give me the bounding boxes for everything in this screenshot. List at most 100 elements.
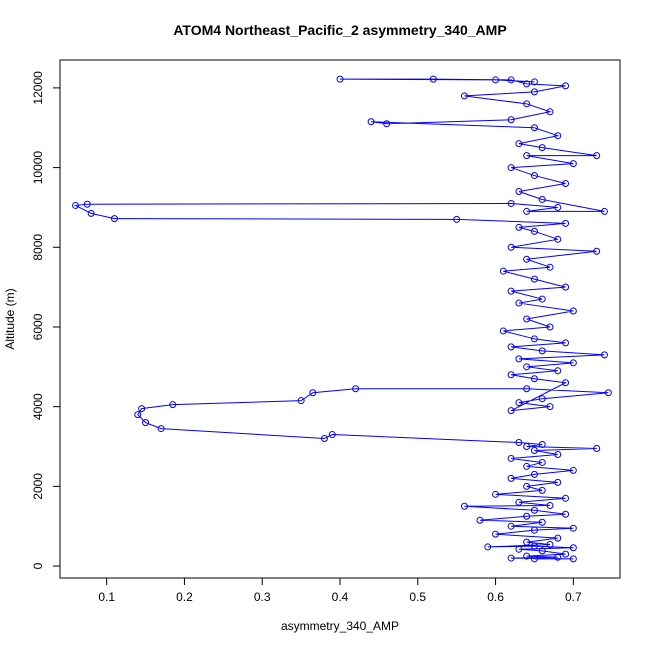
data-point	[523, 255, 531, 263]
data-point	[523, 462, 531, 470]
data-point	[460, 92, 468, 100]
data-point	[569, 466, 577, 474]
y-tick-label: 0	[31, 562, 45, 569]
data-point	[523, 443, 531, 451]
y-axis: 0 2000 4000 6000 8000 10000 12000	[31, 71, 61, 569]
y-tick-label: 12000	[31, 71, 45, 105]
data-point	[507, 371, 515, 379]
data-point	[515, 498, 523, 506]
data-point	[530, 526, 538, 534]
data-point	[429, 75, 437, 83]
data-point	[554, 553, 562, 561]
data-point	[83, 200, 91, 208]
data-point	[538, 486, 546, 494]
data-point	[507, 454, 515, 462]
y-tick-label: 8000	[31, 234, 45, 261]
data-point	[492, 530, 500, 538]
data-point	[507, 522, 515, 530]
data-point	[530, 227, 538, 235]
data-point	[523, 385, 531, 393]
data-point	[562, 494, 570, 502]
data-point	[546, 501, 554, 509]
data-point	[538, 347, 546, 355]
data-point	[492, 490, 500, 498]
data-point	[569, 160, 577, 168]
data-point	[383, 120, 391, 128]
data-point	[507, 407, 515, 415]
x-tick-label: 0.3	[254, 590, 271, 604]
data-point	[530, 375, 538, 383]
data-point	[328, 431, 336, 439]
x-tick-label: 0.1	[98, 590, 115, 604]
data-point	[138, 405, 146, 413]
y-axis-label: Altitude (m)	[3, 288, 17, 349]
data-point	[562, 82, 570, 90]
data-point	[546, 323, 554, 331]
data-point	[507, 243, 515, 251]
data-point	[515, 299, 523, 307]
data-point	[538, 441, 546, 449]
data-point	[515, 140, 523, 148]
data-point	[530, 88, 538, 96]
data-point	[515, 399, 523, 407]
data-point	[530, 470, 538, 478]
data-point	[554, 534, 562, 542]
data-point	[538, 395, 546, 403]
data-point	[460, 502, 468, 510]
data-point	[134, 411, 142, 419]
data-point	[562, 219, 570, 227]
data-point	[523, 363, 531, 371]
data-point	[507, 474, 515, 482]
data-point	[523, 80, 531, 88]
data-point	[562, 379, 570, 387]
data-point	[554, 478, 562, 486]
series-layer	[72, 75, 612, 563]
data-point	[523, 100, 531, 108]
x-tick-label: 0.4	[332, 590, 349, 604]
data-point	[538, 144, 546, 152]
data-point	[309, 389, 317, 397]
data-point	[336, 75, 344, 83]
data-point	[523, 538, 531, 546]
data-point	[515, 223, 523, 231]
data-point	[569, 359, 577, 367]
data-point	[110, 215, 118, 223]
data-point	[507, 116, 515, 124]
data-point	[530, 172, 538, 180]
data-point	[593, 445, 601, 452]
y-tick-label: 2000	[31, 473, 45, 500]
data-point	[523, 552, 531, 560]
data-point	[546, 403, 554, 411]
data-point	[367, 118, 375, 126]
y-tick-label: 10000	[31, 151, 45, 185]
data-point	[515, 187, 523, 195]
data-point	[554, 450, 562, 458]
data-point	[523, 152, 531, 160]
data-point	[562, 180, 570, 188]
data-point	[569, 307, 577, 315]
x-axis-label: asymmetry_340_AMP	[281, 619, 399, 633]
data-point	[453, 215, 461, 223]
data-point	[546, 108, 554, 116]
data-point	[507, 164, 515, 172]
data-point	[562, 283, 570, 291]
data-point	[538, 295, 546, 303]
y-tick-label: 6000	[31, 313, 45, 340]
y-tick-label: 4000	[31, 393, 45, 420]
data-point	[507, 554, 515, 562]
data-point	[515, 355, 523, 363]
data-point	[72, 201, 80, 209]
data-point	[562, 510, 570, 518]
data-point	[600, 351, 608, 359]
x-tick-label: 0.6	[487, 590, 504, 604]
data-point	[538, 195, 546, 203]
x-tick-label: 0.5	[409, 590, 426, 604]
data-point	[562, 339, 570, 347]
plot-frame	[59, 59, 621, 579]
data-point	[87, 209, 95, 217]
data-point	[530, 335, 538, 343]
data-point	[530, 275, 538, 283]
data-point	[538, 518, 546, 526]
data-point	[320, 435, 328, 443]
